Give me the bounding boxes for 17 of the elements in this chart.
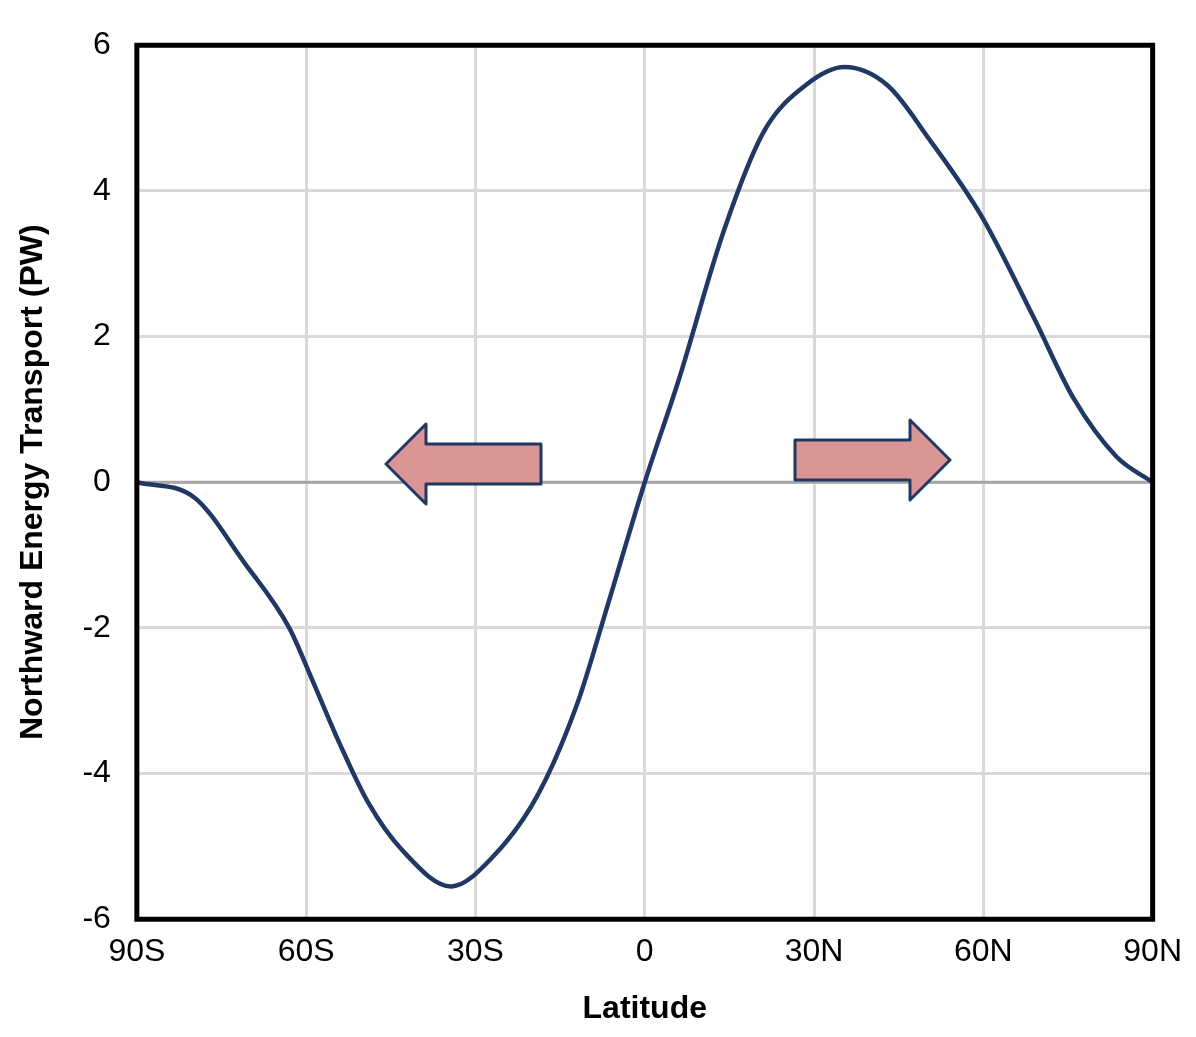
y-tick-label: -6 <box>82 899 111 936</box>
x-tick-label: 90S <box>108 932 166 969</box>
y-tick-label: -4 <box>82 753 111 790</box>
x-tick-label: 60N <box>954 932 1013 969</box>
y-tick-label: 2 <box>93 316 111 353</box>
y-axis-title: Northward Energy Transport (PW) <box>13 224 50 740</box>
y-tick-label: -2 <box>82 607 111 644</box>
line-series <box>136 64 1153 889</box>
y-tick-label: 6 <box>93 25 111 62</box>
x-tick-label: 90N <box>1123 932 1182 969</box>
x-tick-label: 30S <box>446 932 504 969</box>
y-tick-label: 0 <box>93 462 111 499</box>
x-tick-label: 30N <box>784 932 844 969</box>
x-tick-label: 60S <box>277 932 335 969</box>
x-axis-title: Latitude <box>582 988 707 1025</box>
x-tick-label: 0 <box>635 932 654 969</box>
y-tick-label: 4 <box>93 170 111 207</box>
